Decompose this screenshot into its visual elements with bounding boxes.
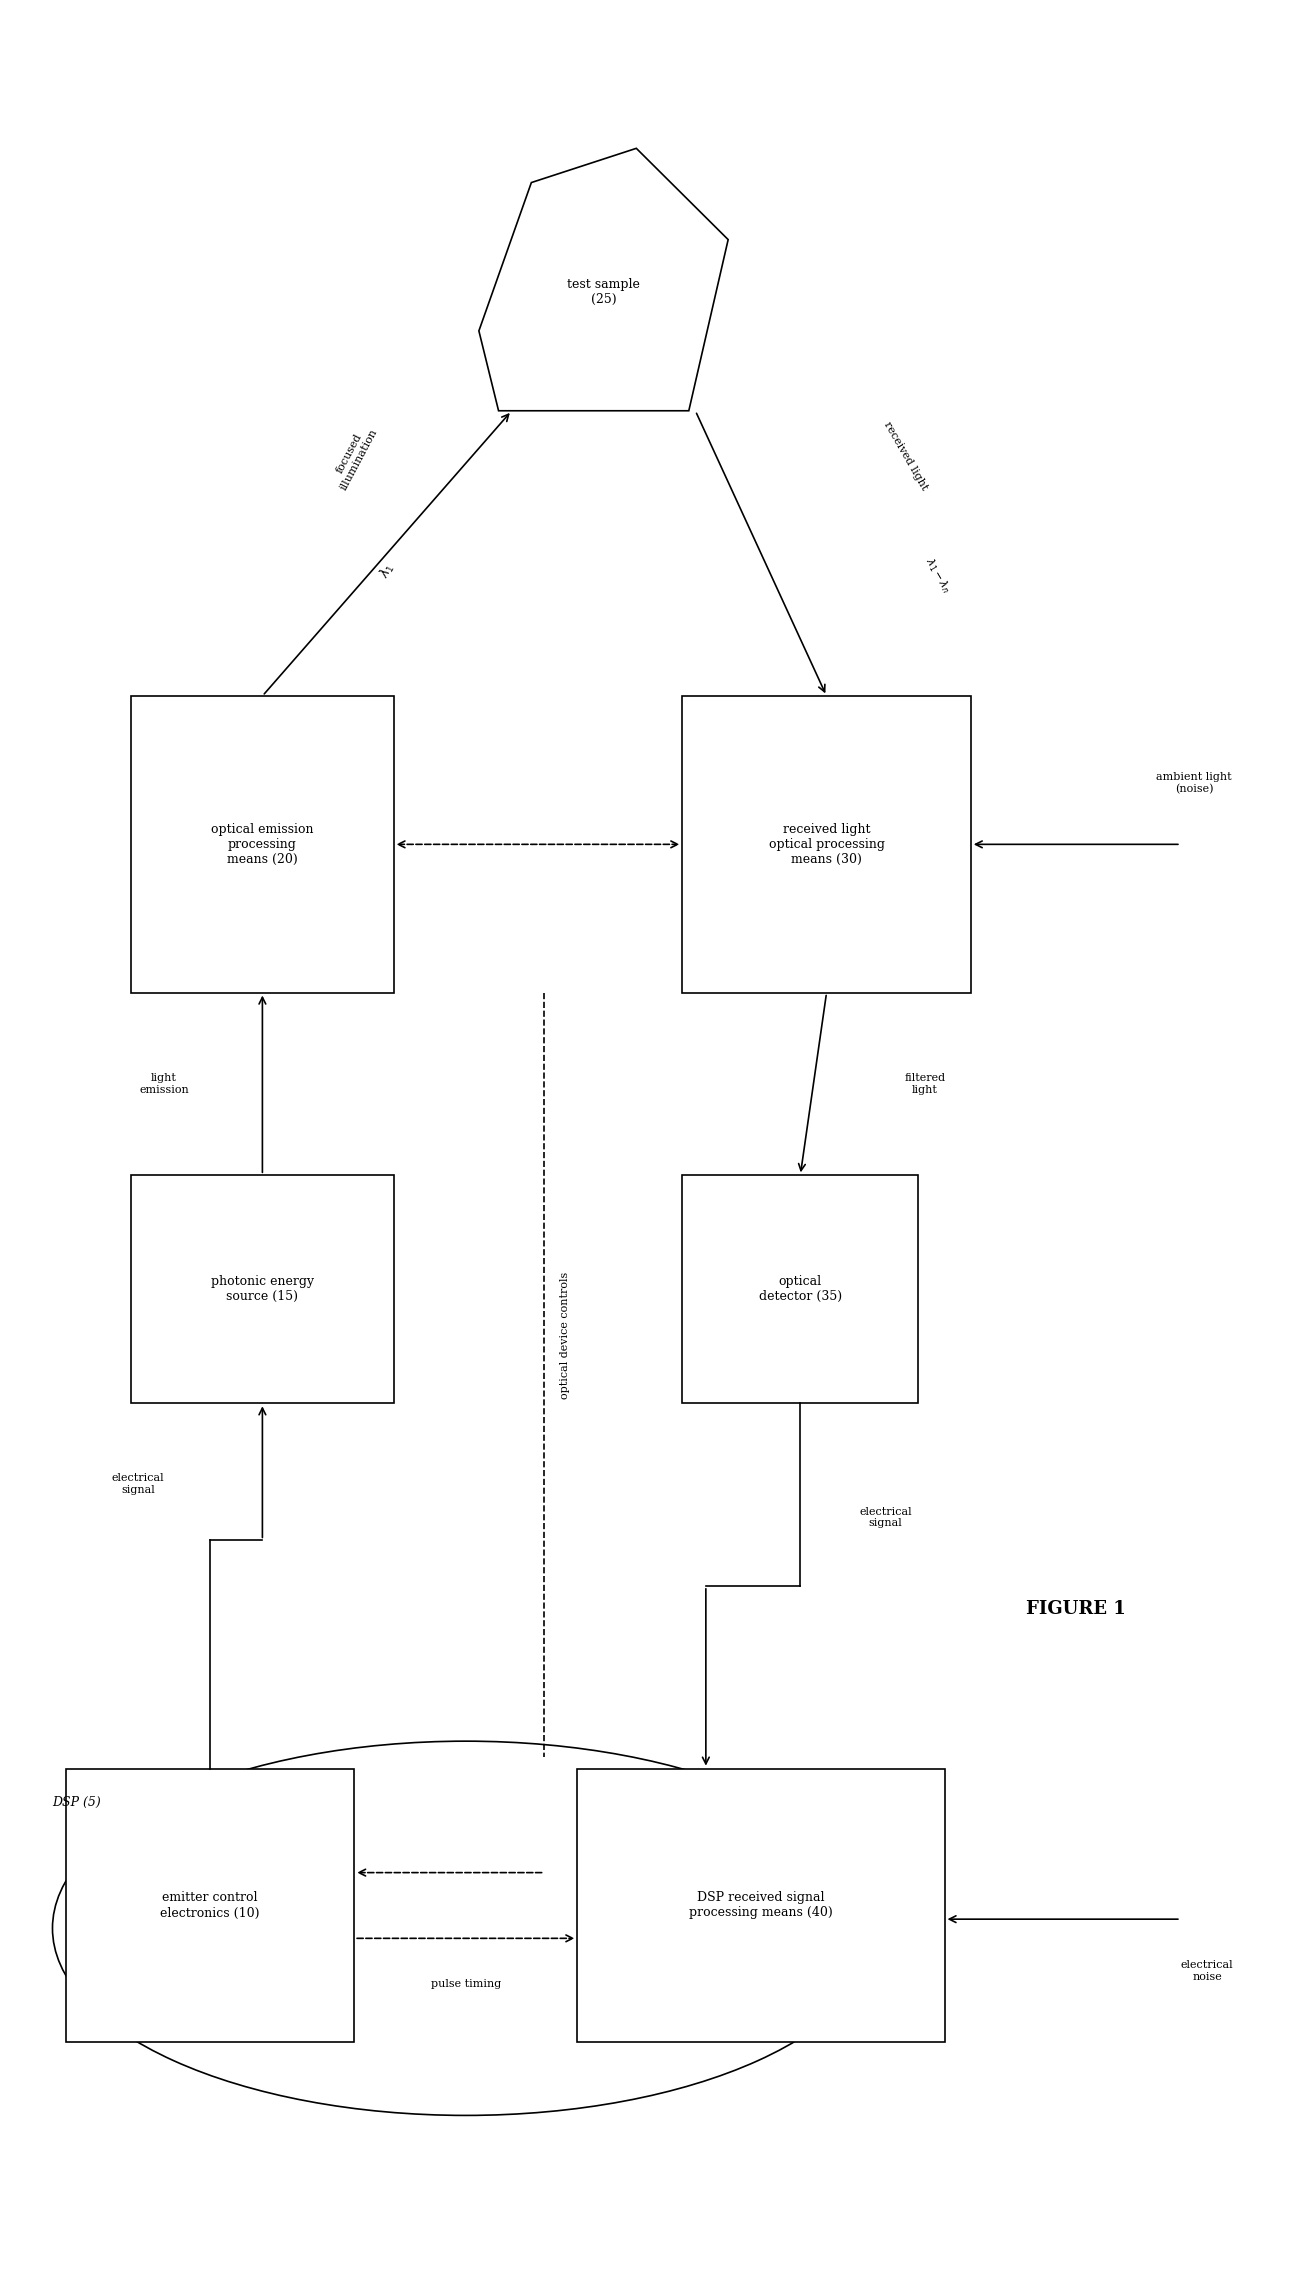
Text: photonic energy
source (15): photonic energy source (15)	[211, 1276, 314, 1303]
FancyBboxPatch shape	[131, 1175, 394, 1403]
Text: DSP (5): DSP (5)	[52, 1796, 101, 1810]
Text: filtered
light: filtered light	[904, 1073, 946, 1095]
FancyBboxPatch shape	[682, 1175, 918, 1403]
FancyBboxPatch shape	[131, 696, 394, 993]
Text: ambient light
(noise): ambient light (noise)	[1156, 771, 1232, 794]
Text: focused
illumination: focused illumination	[329, 422, 379, 491]
Text: optical device controls: optical device controls	[560, 1271, 571, 1399]
Text: received light
optical processing
means (30): received light optical processing means …	[769, 824, 884, 865]
Text: electrical
signal: electrical signal	[859, 1506, 912, 1529]
Text: optical emission
processing
means (20): optical emission processing means (20)	[211, 824, 314, 865]
Text: $\lambda_1$: $\lambda_1$	[377, 561, 398, 580]
FancyBboxPatch shape	[577, 1769, 945, 2042]
FancyBboxPatch shape	[66, 1769, 354, 2042]
Text: pulse timing: pulse timing	[430, 1978, 501, 1990]
Text: optical
detector (35): optical detector (35)	[758, 1276, 842, 1303]
Text: emitter control
electronics (10): emitter control electronics (10)	[160, 1892, 260, 1919]
Text: DSP received signal
processing means (40): DSP received signal processing means (40…	[689, 1892, 833, 1919]
Text: test sample
(25): test sample (25)	[567, 278, 640, 306]
Text: $\lambda_1 - \lambda_n$: $\lambda_1 - \lambda_n$	[922, 555, 954, 596]
Polygon shape	[479, 148, 728, 411]
FancyBboxPatch shape	[682, 696, 971, 993]
Text: electrical
noise: electrical noise	[1181, 1960, 1233, 1981]
Text: electrical
signal: electrical signal	[112, 1474, 164, 1495]
Text: FIGURE 1: FIGURE 1	[1026, 1600, 1126, 1618]
Text: light
emission: light emission	[139, 1073, 189, 1095]
Text: received light: received light	[882, 420, 929, 493]
